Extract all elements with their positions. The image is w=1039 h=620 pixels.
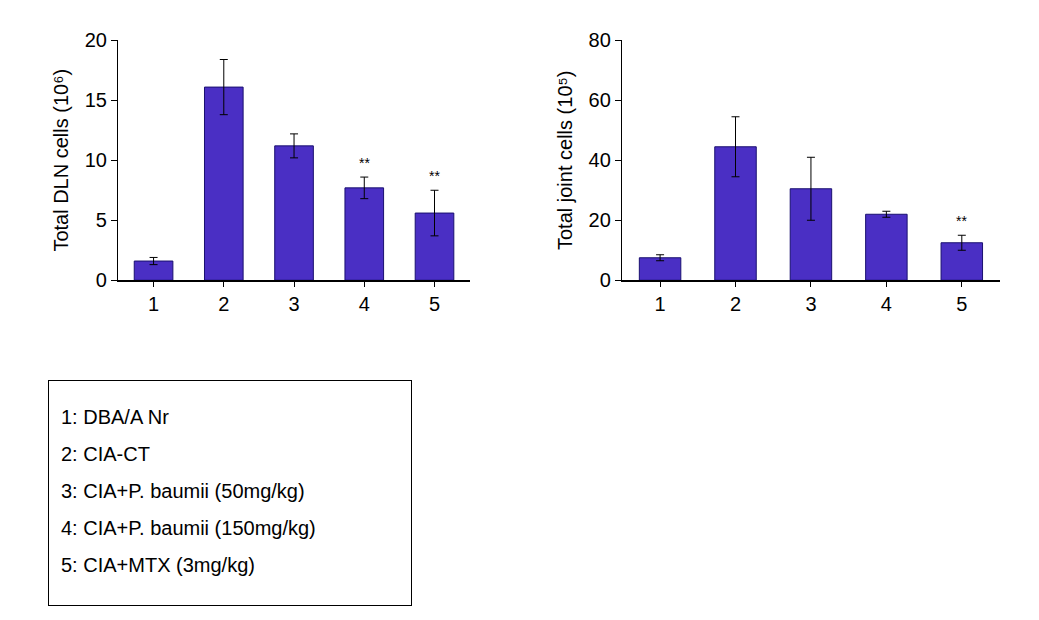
svg-text:3: 3 <box>805 293 816 315</box>
svg-text:5: 5 <box>956 293 967 315</box>
html-text:5: CIA+MTX (3mg/kg): 5: CIA+MTX (3mg/kg) <box>61 554 255 576</box>
svg-text:Total DLN cells (10⁶): Total DLN cells (10⁶) <box>50 69 72 252</box>
svg-text:4: 4 <box>359 293 370 315</box>
svg-text:Total joint cells (10⁵): Total joint cells (10⁵) <box>554 71 576 250</box>
svg-text:20: 20 <box>85 29 107 51</box>
svg-text:80: 80 <box>589 29 611 51</box>
svg-text:0: 0 <box>96 269 107 291</box>
svg-text:1: 1 <box>655 293 666 315</box>
svg-text:3: 3 <box>288 293 299 315</box>
svg-text:5: 5 <box>96 209 107 231</box>
svg-text:**: ** <box>359 155 370 171</box>
svg-text:2: 2 <box>218 293 229 315</box>
svg-text:15: 15 <box>85 89 107 111</box>
svg-text:5: 5 <box>429 293 440 315</box>
html-text:2: CIA-CT: 2: CIA-CT <box>61 443 150 465</box>
svg-text:2: 2 <box>730 293 741 315</box>
svg-text:10: 10 <box>85 149 107 171</box>
svg-text:0: 0 <box>600 269 611 291</box>
html-text:3: CIA+P. baumii (50mg/kg): 3: CIA+P. baumii (50mg/kg) <box>61 480 305 502</box>
html-text:1: DBA/A Nr: 1: DBA/A Nr <box>61 406 169 428</box>
svg-text:60: 60 <box>589 89 611 111</box>
svg-text:**: ** <box>956 213 967 229</box>
html-text:4: CIA+P. baumii (150mg/kg): 4: CIA+P. baumii (150mg/kg) <box>61 517 316 539</box>
svg-text:**: ** <box>429 168 440 184</box>
svg-text:1: 1 <box>148 293 159 315</box>
svg-text:40: 40 <box>589 149 611 171</box>
svg-text:20: 20 <box>589 209 611 231</box>
svg-text:4: 4 <box>881 293 892 315</box>
